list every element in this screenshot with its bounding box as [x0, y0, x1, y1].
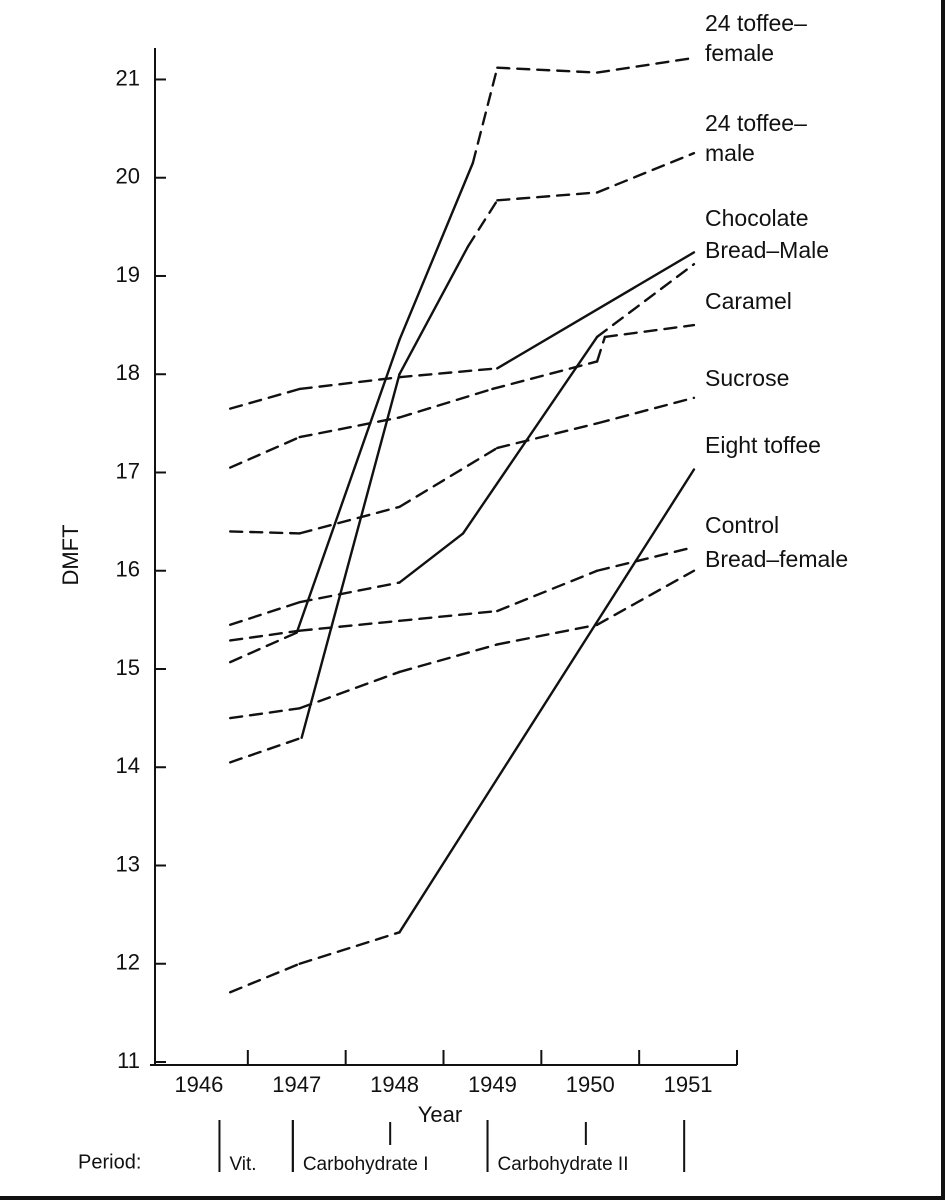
series-segment — [298, 581, 401, 604]
series-segment — [595, 545, 696, 572]
series-segment — [398, 387, 494, 419]
x-tick-label: 1948 — [370, 1072, 419, 1097]
series-segment — [398, 245, 470, 376]
y-tick-label: 16 — [116, 557, 140, 582]
series-label-box: 24 toffee–male — [705, 110, 807, 166]
series-segment — [398, 161, 475, 342]
series-segment — [229, 530, 301, 535]
series-segment — [496, 66, 599, 74]
series-segment — [595, 262, 696, 339]
series-segment — [295, 338, 401, 634]
series-segment — [603, 323, 696, 339]
series-segment — [229, 435, 301, 469]
series-label-box: Caramel — [705, 288, 792, 314]
x-tick-label: 1951 — [664, 1072, 713, 1097]
series-label: Chocolate — [705, 205, 809, 231]
period-name: Carbohydrate II — [498, 1154, 629, 1175]
series-label-box: Eight toffee — [705, 432, 821, 458]
series-label: Control — [705, 512, 780, 538]
series-segment — [398, 532, 465, 584]
y-tick-label: 13 — [116, 851, 140, 876]
period-label: Period: — [78, 1151, 141, 1173]
border — [941, 0, 945, 1200]
x-axis-label: Year — [418, 1102, 462, 1127]
series-label-box: Bread–female — [705, 546, 849, 572]
series-label: 24 toffee–female — [705, 10, 807, 66]
series-segment — [496, 191, 599, 202]
series-segment — [229, 600, 301, 626]
series-label: 24 toffee–male — [705, 110, 807, 166]
x-tick-label: 1950 — [566, 1072, 615, 1097]
series-segment — [491, 360, 599, 391]
series-segment — [229, 629, 301, 642]
x-tick-label: 1949 — [468, 1072, 517, 1097]
series-label: Eight toffee — [705, 432, 821, 458]
series-segment — [496, 251, 696, 370]
series-segment — [398, 643, 499, 674]
x-tick-label: 1947 — [272, 1072, 321, 1097]
series-segment — [298, 375, 401, 391]
series-segment — [496, 623, 599, 646]
series-label: Bread–Male — [705, 237, 830, 263]
series-segment — [298, 505, 401, 535]
series-segment — [496, 569, 599, 613]
y-tick-label: 14 — [116, 753, 140, 778]
series-segment — [471, 66, 499, 165]
series-label-box: Control — [705, 512, 780, 538]
y-tick-label: 15 — [116, 655, 140, 680]
series-segment — [229, 387, 301, 410]
series-segment — [398, 367, 499, 379]
series-label: Caramel — [705, 288, 792, 314]
series-segment — [229, 631, 298, 664]
period-name: Carbohydrate I — [303, 1154, 429, 1175]
series-label-box: Bread–Male — [705, 237, 830, 263]
series-label: Sucrose — [705, 365, 790, 391]
y-tick-label: 19 — [116, 262, 140, 287]
y-axis-label: DMFT — [58, 524, 83, 585]
series-segment — [398, 468, 696, 934]
series-segment — [595, 396, 696, 425]
series-segment — [298, 670, 401, 710]
y-tick-label: 12 — [116, 950, 140, 975]
series-segment — [298, 931, 401, 965]
y-tick-label: 20 — [116, 164, 140, 189]
series-segment — [298, 416, 401, 439]
series-label: Bread–female — [705, 546, 849, 572]
series-segment — [229, 736, 303, 764]
series-label-box: 24 toffee–female — [705, 10, 807, 66]
series-segment — [595, 56, 696, 74]
series-segment — [466, 199, 499, 248]
border — [0, 1196, 945, 1200]
series-segment — [496, 422, 599, 450]
series-segment — [461, 335, 599, 535]
series-segment — [398, 446, 499, 509]
series-segment — [595, 335, 607, 363]
series-segment — [595, 569, 696, 626]
period-name: Vit. — [229, 1154, 256, 1175]
series-segment — [298, 619, 401, 632]
series-label-box: Sucrose — [705, 365, 790, 391]
y-tick-label: 17 — [116, 458, 140, 483]
series-segment — [398, 609, 499, 623]
series-segment — [595, 151, 696, 194]
series-label-box: Chocolate — [705, 205, 809, 231]
y-tick-label: 18 — [116, 360, 140, 385]
series-segment — [229, 962, 301, 994]
series-segment — [300, 373, 401, 739]
y-tick-label: 21 — [116, 65, 140, 90]
series-segment — [229, 707, 301, 720]
x-tick-label: 1946 — [174, 1072, 223, 1097]
y-tick-label: 11 — [117, 1048, 140, 1073]
